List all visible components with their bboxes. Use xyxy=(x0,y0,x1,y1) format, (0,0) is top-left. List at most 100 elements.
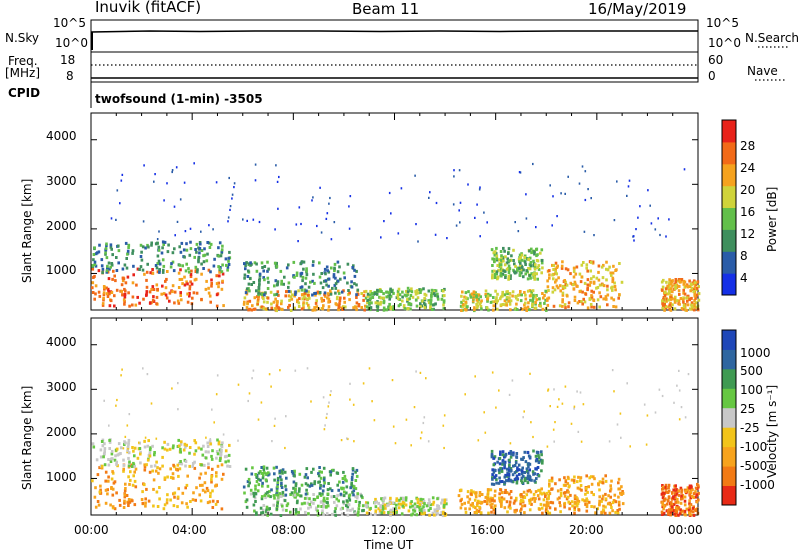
data-cell xyxy=(505,479,508,483)
data-cell xyxy=(587,485,590,489)
data-cell xyxy=(697,292,701,296)
data-cell xyxy=(92,258,95,262)
data-cell xyxy=(443,513,447,517)
data-cell xyxy=(674,484,677,488)
data-cell xyxy=(350,280,353,284)
data-cell xyxy=(340,486,343,490)
data-cell xyxy=(500,504,503,508)
data-cell xyxy=(585,497,588,501)
data-cell xyxy=(151,268,154,271)
sparse-cell xyxy=(231,197,233,200)
data-cell xyxy=(355,301,359,305)
data-cell xyxy=(508,460,511,464)
data-cell xyxy=(506,473,510,477)
data-cell xyxy=(376,304,380,308)
sparse-cell xyxy=(657,217,659,220)
data-cell xyxy=(371,296,375,299)
data-cell xyxy=(601,481,605,485)
data-cell xyxy=(600,511,603,515)
data-cell xyxy=(172,476,175,480)
data-cell xyxy=(548,506,552,510)
data-cell xyxy=(514,294,517,298)
data-cell xyxy=(585,263,589,267)
data-cell xyxy=(173,247,176,251)
data-cell xyxy=(512,268,515,272)
data-cell xyxy=(102,293,106,297)
sparse-cell xyxy=(231,193,234,196)
data-cell xyxy=(330,266,333,270)
data-cell xyxy=(480,500,484,504)
data-cell xyxy=(442,289,445,293)
data-cell xyxy=(613,285,617,288)
data-cell xyxy=(100,264,104,268)
velocity-ytick-1000: 1000 xyxy=(46,470,77,484)
data-cell xyxy=(473,498,477,502)
data-cell xyxy=(389,498,392,502)
data-cell xyxy=(333,510,337,514)
data-cell xyxy=(394,507,397,510)
data-cell xyxy=(303,501,306,505)
data-cell xyxy=(473,306,476,310)
data-cell xyxy=(593,505,596,509)
data-cell xyxy=(534,263,537,267)
cpid-label: CPID xyxy=(8,86,41,100)
data-cell xyxy=(356,512,360,516)
data-cell xyxy=(106,287,110,291)
data-cell xyxy=(556,286,560,290)
sparse-cell xyxy=(619,412,622,415)
data-cell xyxy=(289,295,293,299)
data-cell xyxy=(145,290,149,294)
data-cell xyxy=(219,254,223,258)
data-cell xyxy=(543,301,546,305)
data-cell xyxy=(297,510,300,514)
data-cell xyxy=(205,486,209,490)
sparse-cell xyxy=(553,440,555,443)
data-cell xyxy=(498,456,502,460)
sparse-cell xyxy=(353,440,355,443)
data-cell xyxy=(476,300,480,304)
data-cell xyxy=(530,247,533,251)
data-cell xyxy=(534,497,537,501)
data-cell xyxy=(429,503,433,507)
data-cell xyxy=(369,306,373,310)
data-cell xyxy=(345,485,349,489)
xtick-0400: 04:00 xyxy=(172,523,207,537)
sparse-cell xyxy=(567,175,569,178)
data-cell xyxy=(520,479,523,483)
data-cell xyxy=(186,282,189,286)
data-cell xyxy=(483,499,486,503)
data-cell xyxy=(555,272,558,276)
data-cell xyxy=(582,297,585,301)
data-cell xyxy=(541,511,544,515)
data-cell xyxy=(354,470,357,474)
data-cell xyxy=(221,244,224,248)
data-cell xyxy=(134,467,138,471)
data-cell xyxy=(521,265,524,269)
data-cell xyxy=(598,305,601,309)
data-cell xyxy=(375,500,378,504)
data-cell xyxy=(350,285,354,289)
data-cell xyxy=(352,485,356,489)
data-cell xyxy=(464,300,468,304)
data-cell xyxy=(531,302,534,306)
data-cell xyxy=(184,445,187,449)
data-cell xyxy=(508,492,511,496)
sparse-cell xyxy=(649,204,651,207)
data-cell xyxy=(185,242,188,246)
data-cell xyxy=(262,276,265,280)
data-cell xyxy=(495,481,498,485)
data-cell xyxy=(342,502,346,506)
data-cell xyxy=(526,471,530,475)
data-cell xyxy=(333,283,337,287)
data-cell xyxy=(103,442,106,446)
data-cell xyxy=(493,260,496,264)
data-cell xyxy=(257,477,260,481)
data-cell xyxy=(421,299,424,303)
data-cell xyxy=(688,504,692,508)
data-cell xyxy=(570,478,574,482)
data-cell xyxy=(614,510,617,514)
data-cell xyxy=(127,501,130,505)
data-cell xyxy=(400,502,403,506)
data-cell xyxy=(127,504,130,507)
data-cell xyxy=(263,278,266,282)
